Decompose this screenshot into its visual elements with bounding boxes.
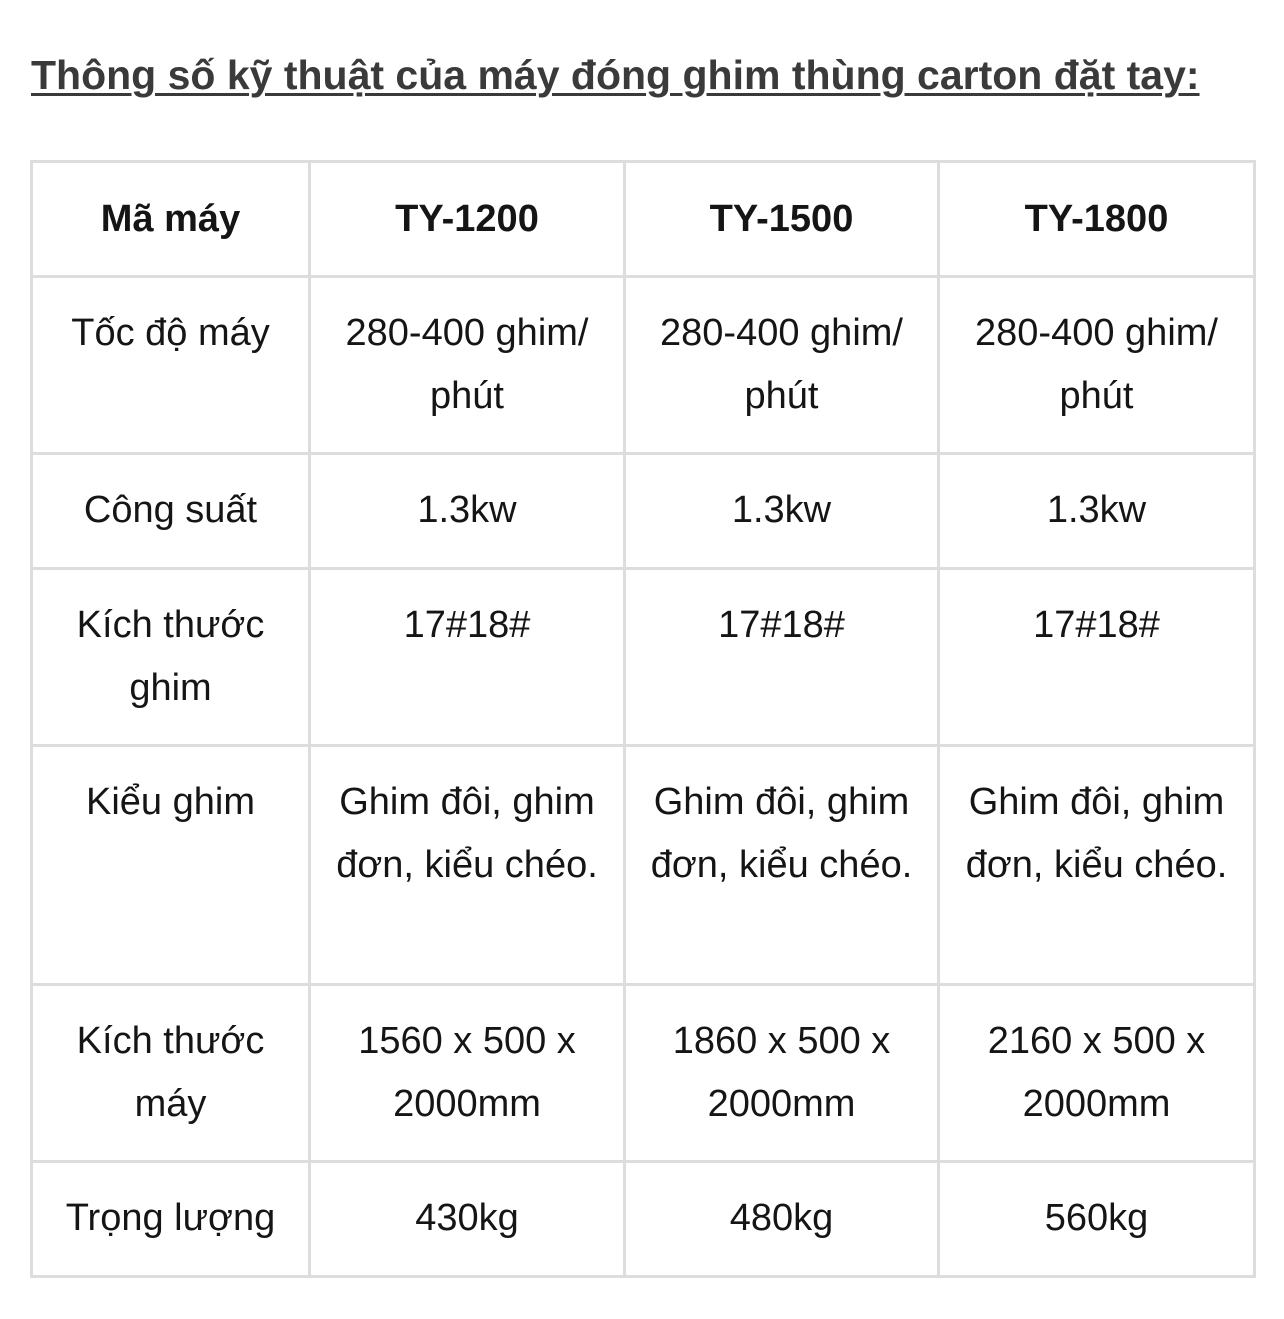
- table-cell: 17#18#: [623, 567, 940, 747]
- table-cell: 2160 x 500 x 2000mm: [937, 983, 1256, 1163]
- spec-table: Mã máy TY-1200 TY-1500 TY-1800 Tốc độ má…: [30, 160, 1256, 1278]
- table-row-power: Công suất 1.3kw 1.3kw 1.3kw: [30, 452, 1256, 570]
- row-label: Tốc độ máy: [30, 275, 311, 455]
- header-model-code: Mã máy: [30, 160, 311, 278]
- row-label: Kiểu ghim: [30, 744, 311, 986]
- header-ty-1800: TY-1800: [937, 160, 1256, 278]
- table-row-speed: Tốc độ máy 280-400 ghim/ phút 280-400 gh…: [30, 275, 1256, 455]
- table-row-weight: Trọng lượng 430kg 480kg 560kg: [30, 1160, 1256, 1278]
- table-cell: 1560 x 500 x 2000mm: [308, 983, 626, 1163]
- table-cell: 17#18#: [937, 567, 1256, 747]
- table-row-staple-size: Kích thước ghim 17#18# 17#18# 17#18#: [30, 567, 1256, 747]
- table-cell: 280-400 ghim/ phút: [308, 275, 626, 455]
- header-ty-1500: TY-1500: [623, 160, 940, 278]
- table-cell: 1.3kw: [308, 452, 626, 570]
- table-header-row: Mã máy TY-1200 TY-1500 TY-1800: [30, 160, 1256, 278]
- table-cell: 1.3kw: [937, 452, 1256, 570]
- section-title: Thông số kỹ thuật của máy đóng ghim thùn…: [31, 52, 1200, 98]
- row-label: Kích thước ghim: [30, 567, 311, 747]
- table-cell: Ghim đôi, ghim đơn, kiểu chéo.: [623, 744, 940, 986]
- table-row-machine-size: Kích thước máy 1560 x 500 x 2000mm 1860 …: [30, 983, 1256, 1163]
- row-label: Trọng lượng: [30, 1160, 311, 1278]
- table-cell: 280-400 ghim/ phút: [937, 275, 1256, 455]
- table-cell: 17#18#: [308, 567, 626, 747]
- table-cell: 560kg: [937, 1160, 1256, 1278]
- table-cell: Ghim đôi, ghim đơn, kiểu chéo.: [308, 744, 626, 986]
- table-row-staple-type: Kiểu ghim Ghim đôi, ghim đơn, kiểu chéo.…: [30, 744, 1256, 986]
- row-label: Công suất: [30, 452, 311, 570]
- header-ty-1200: TY-1200: [308, 160, 626, 278]
- table-cell: 430kg: [308, 1160, 626, 1278]
- table-cell: 480kg: [623, 1160, 940, 1278]
- table-cell: 280-400 ghim/ phút: [623, 275, 940, 455]
- table-cell: 1.3kw: [623, 452, 940, 570]
- table-cell: 1860 x 500 x 2000mm: [623, 983, 940, 1163]
- row-label: Kích thước máy: [30, 983, 311, 1163]
- table-cell: Ghim đôi, ghim đơn, kiểu chéo.: [937, 744, 1256, 986]
